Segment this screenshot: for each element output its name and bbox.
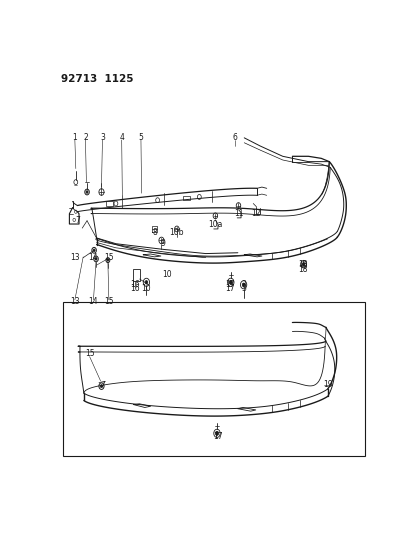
Text: 18: 18 <box>297 265 307 273</box>
Bar <box>63 302 364 456</box>
Text: 10b: 10b <box>169 228 184 237</box>
Text: 17: 17 <box>213 432 222 441</box>
Text: 19: 19 <box>322 381 332 390</box>
Bar <box>132 269 139 281</box>
Text: 15: 15 <box>104 297 114 306</box>
Text: 17: 17 <box>225 285 234 293</box>
Bar <box>105 201 113 206</box>
Circle shape <box>229 280 232 284</box>
Circle shape <box>242 283 244 286</box>
Text: 10: 10 <box>162 270 172 279</box>
Text: 5: 5 <box>138 133 143 142</box>
Text: 10a: 10a <box>208 220 222 229</box>
Text: 92713  1125: 92713 1125 <box>61 74 133 84</box>
Circle shape <box>95 257 97 260</box>
Text: 15: 15 <box>85 349 94 358</box>
Circle shape <box>145 280 147 284</box>
Text: 3: 3 <box>241 285 245 293</box>
Circle shape <box>301 263 304 266</box>
Text: 4: 4 <box>119 133 124 142</box>
Text: 16: 16 <box>129 285 139 293</box>
Circle shape <box>100 385 102 387</box>
Text: 2: 2 <box>83 133 88 142</box>
Text: 8: 8 <box>152 228 157 237</box>
Text: 15: 15 <box>104 253 114 262</box>
Text: 16: 16 <box>129 280 139 289</box>
Text: 13: 13 <box>70 253 79 262</box>
Text: 6: 6 <box>232 133 237 142</box>
Text: 17: 17 <box>225 280 234 289</box>
Text: 10: 10 <box>141 285 151 293</box>
Circle shape <box>107 259 109 261</box>
Text: 13: 13 <box>70 297 79 306</box>
Text: 18: 18 <box>297 260 307 269</box>
Text: 9: 9 <box>159 239 164 248</box>
Text: 7: 7 <box>76 216 80 225</box>
Text: 1: 1 <box>72 133 77 142</box>
Circle shape <box>93 249 95 252</box>
Text: 3: 3 <box>241 280 245 289</box>
Text: 12: 12 <box>250 209 260 218</box>
Text: 14: 14 <box>88 297 98 306</box>
Text: 11: 11 <box>233 209 243 218</box>
Bar <box>182 196 190 200</box>
Text: 14: 14 <box>88 253 98 262</box>
Circle shape <box>215 431 218 435</box>
Text: 3: 3 <box>100 133 104 142</box>
Circle shape <box>86 191 88 193</box>
